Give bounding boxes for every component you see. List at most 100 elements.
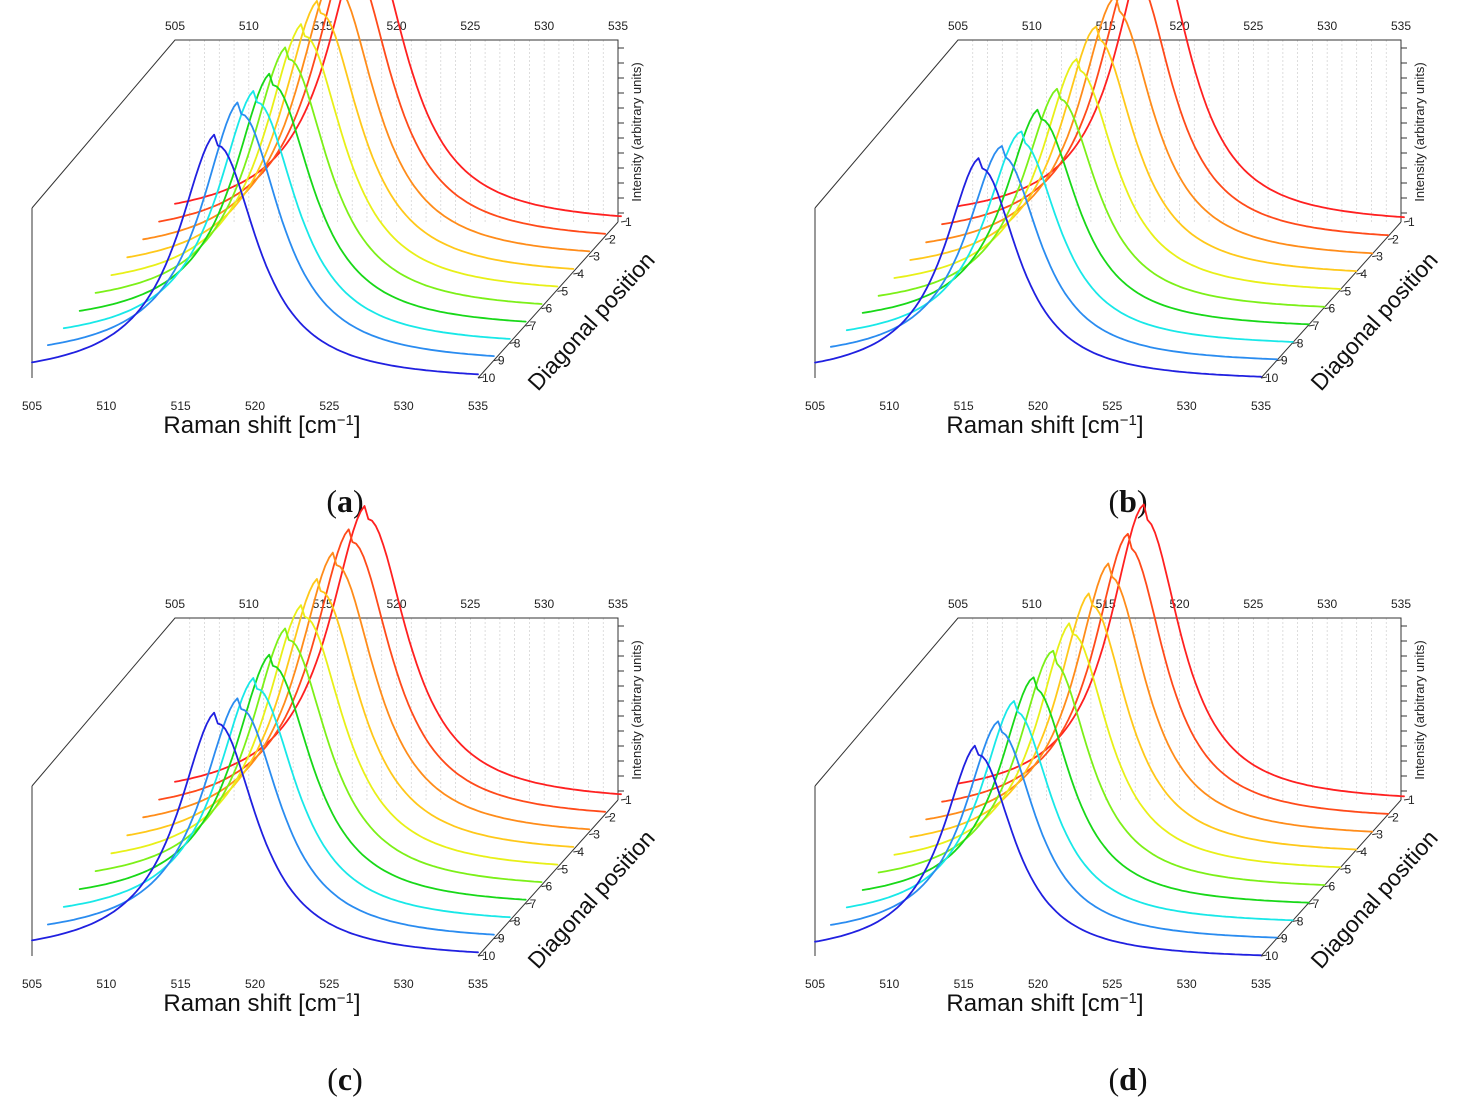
series-group: [814, 0, 1405, 378]
series-line-7: [78, 653, 527, 901]
depth-tick-label: 8: [514, 914, 521, 928]
top-x-tick-label: 530: [1317, 19, 1337, 33]
bottom-x-tick-label: 520: [245, 399, 265, 413]
x-axis-title-close: ]: [1137, 990, 1144, 1017]
series-line-8: [62, 677, 511, 919]
depth-tick: [541, 885, 548, 888]
depth-tick-label: 1: [625, 793, 632, 807]
depth-tick-label: 2: [1392, 810, 1399, 824]
back-frame: [814, 39, 1402, 222]
series-line-4: [909, 592, 1358, 851]
depth-tick: [525, 324, 532, 327]
top-x-tick-label: 520: [1169, 19, 1189, 33]
bottom-x-tick-label: 530: [1177, 399, 1197, 413]
depth-tick-label: 3: [593, 828, 600, 842]
depth-tick: [1388, 237, 1395, 240]
back-frame: [31, 617, 619, 800]
depth-tick: [620, 798, 628, 801]
top-x-tick-label: 535: [1391, 19, 1411, 33]
bottom-x-tick-label: 510: [879, 977, 899, 991]
series-line-2: [158, 528, 606, 813]
right-depth-edge: [477, 221, 619, 379]
depth-tick-label: 2: [1392, 232, 1399, 246]
depth-tick: [1292, 919, 1299, 922]
x-axis-title-close: ]: [354, 412, 361, 439]
depth-tick: [557, 867, 564, 870]
depth-tick: [509, 341, 516, 344]
right-depth-edge: [1260, 221, 1402, 379]
top-x-tick-label: 520: [386, 19, 406, 33]
top-x-tick-label: 535: [1391, 597, 1411, 611]
right-depth-edge: [1260, 799, 1402, 957]
panel-letter: d: [1119, 1061, 1137, 1097]
top-x-tick-label: 510: [1022, 597, 1042, 611]
depth-tick: [1324, 885, 1331, 888]
depth-tick-label: 2: [609, 810, 616, 824]
x-axis-title-main: Raman shift [cm: [163, 990, 336, 1017]
bottom-x-tick-label: 510: [96, 977, 116, 991]
depth-tick-label: 7: [1313, 319, 1320, 333]
depth-tick-label: 7: [1313, 897, 1320, 911]
depth-tick-label: 7: [530, 897, 537, 911]
series-line-5: [893, 622, 1342, 869]
series-line-9: [47, 101, 495, 357]
depth-tick: [541, 307, 548, 310]
depth-tick: [1356, 850, 1363, 853]
depth-tick: [1276, 937, 1283, 940]
bottom-x-tick-label: 515: [171, 977, 191, 991]
top-x-tick-label: 505: [948, 597, 968, 611]
bottom-x-tick-label: 505: [805, 977, 825, 991]
x-axis-title: Raman shift [cm−1]: [163, 990, 360, 1018]
depth-tick: [620, 220, 628, 223]
bottom-x-tick-label: 530: [394, 977, 414, 991]
top-x-tick-label: 510: [239, 19, 259, 33]
x-axis-title: Raman shift [cm−1]: [946, 990, 1143, 1018]
depth-tick-label: 1: [625, 215, 632, 229]
series-line-3: [925, 562, 1374, 833]
depth-tick-label: 1: [1408, 215, 1415, 229]
depth-tick: [1260, 376, 1268, 379]
bottom-x-tick-label: 515: [954, 399, 974, 413]
depth-tick-label: 9: [1281, 354, 1288, 368]
bottom-x-tick-label: 515: [171, 399, 191, 413]
series-line-7: [861, 108, 1310, 326]
depth-tick: [589, 833, 596, 836]
top-x-tick-label: 505: [165, 19, 185, 33]
panel-letter: a: [337, 483, 353, 519]
series-line-6: [94, 627, 543, 883]
depth-tick: [1403, 798, 1411, 801]
depth-tick: [493, 359, 500, 362]
series-line-10: [814, 744, 1262, 957]
bottom-x-tick-label: 505: [805, 399, 825, 413]
bottom-x-tick-label: 510: [96, 399, 116, 413]
depth-tick: [605, 237, 612, 240]
top-x-tick-label: 525: [460, 19, 480, 33]
top-x-tick-label: 515: [1096, 597, 1116, 611]
depth-tick: [589, 255, 596, 258]
series-line-9: [47, 697, 495, 936]
depth-tick-label: 9: [1281, 932, 1288, 946]
depth-tick: [1308, 902, 1315, 905]
depth-tick: [573, 272, 580, 275]
bottom-x-tick-label: 505: [22, 977, 42, 991]
depth-tick-label: 9: [498, 354, 505, 368]
bottom-x-tick-label: 515: [954, 977, 974, 991]
axis-frame: [814, 39, 1407, 379]
x-axis-title-sup: −1: [337, 412, 354, 429]
depth-tick: [1308, 324, 1315, 327]
series-line-10: [814, 157, 1262, 378]
axis-frame: [814, 617, 1407, 957]
depth-tick: [573, 850, 580, 853]
depth-tick-label: 3: [1376, 250, 1383, 264]
series-line-1: [174, 0, 622, 218]
back-frame: [814, 617, 1402, 800]
bottom-x-tick-label: 535: [468, 977, 488, 991]
z-axis-title: Diagonal position: [522, 825, 659, 974]
y-axis-title: Intensity (arbitrary units): [1412, 62, 1427, 201]
depth-tick: [1372, 833, 1379, 836]
bottom-x-tick-label: 520: [1028, 977, 1048, 991]
depth-tick: [493, 937, 500, 940]
bottom-x-tick-label: 535: [468, 399, 488, 413]
